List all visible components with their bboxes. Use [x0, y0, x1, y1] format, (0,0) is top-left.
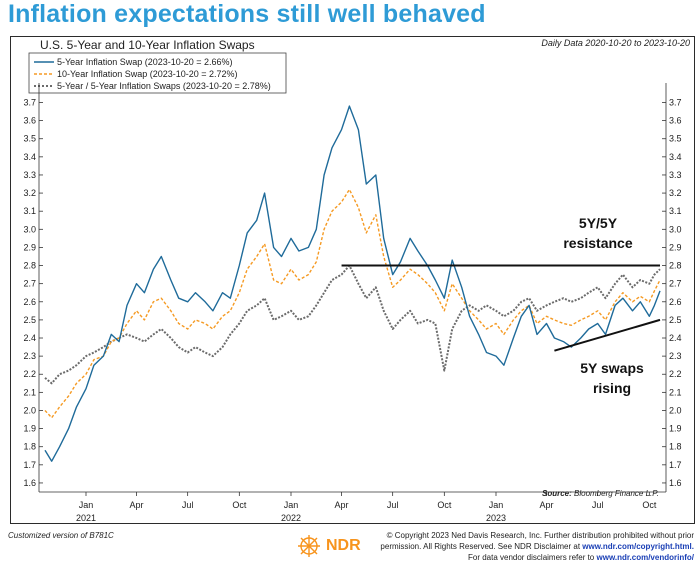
- y-tick-label: 1.7: [669, 460, 682, 470]
- y-tick-label: 2.3: [23, 351, 36, 361]
- y-tick-label: 2.7: [23, 279, 36, 289]
- annotation-resistance-line1: 5Y/5Y: [579, 215, 618, 231]
- x-tick-label: Jan: [79, 500, 94, 510]
- copyright-line-2: permission. All Rights Reserved. See NDR…: [344, 541, 694, 552]
- source-label: Source:: [542, 489, 572, 498]
- y-tick-label: 3.1: [23, 206, 36, 216]
- series-5y-line: [44, 105, 661, 462]
- copyright-link[interactable]: www.ndr.com/copyright.html.: [582, 542, 694, 551]
- y-tick-label: 2.9: [669, 242, 682, 252]
- copyright-notice: © Copyright 2023 Ned Davis Research, Inc…: [344, 530, 694, 563]
- y-tick-label: 3.7: [669, 97, 682, 107]
- y-tick-label: 1.7: [23, 460, 36, 470]
- y-tick-label: 1.6: [23, 478, 36, 488]
- y-tick-label: 2.7: [669, 279, 682, 289]
- series-layer: [44, 105, 661, 462]
- y-tick-label: 2.5: [23, 315, 36, 325]
- legend: 5-Year Inflation Swap (2023-10-20 = 2.66…: [28, 52, 287, 94]
- x-tick-label: Apr: [335, 500, 349, 510]
- y-tick-label: 3.3: [669, 170, 682, 180]
- source-text: Bloomberg Finance L.P.: [574, 489, 659, 498]
- series-5y5y-line: [44, 264, 661, 385]
- y-tick-label: 2.8: [23, 261, 36, 271]
- vendor-info-link[interactable]: www.ndr.com/vendorinfo/: [596, 553, 695, 562]
- copyright-line-1: © Copyright 2023 Ned Davis Research, Inc…: [386, 531, 694, 540]
- annotation-resistance-line2: resistance: [563, 235, 632, 251]
- y-tick-label: 3.2: [669, 188, 682, 198]
- x-tick-label: Apr: [130, 500, 144, 510]
- y-tick-label: 2.6: [669, 297, 682, 307]
- copyright-line-3-text: For data vendor disclaimers refer to: [467, 553, 595, 562]
- x-tick-label: Jul: [387, 500, 399, 510]
- y-tick-label: 1.9: [669, 424, 682, 434]
- y-tick-label: 3.6: [669, 116, 682, 126]
- x-tick-label: Oct: [642, 500, 657, 510]
- x-tick-label: Jan: [284, 500, 299, 510]
- headline: Inflation expectations still well behave…: [8, 0, 486, 28]
- x-tick-label: Jul: [182, 500, 194, 510]
- copyright-line-3: For data vendor disclaimers refer to www…: [344, 552, 694, 563]
- legend-label-10y: 10-Year Inflation Swap (2023-10-20 = 2.7…: [57, 69, 238, 79]
- y-tick-label: 3.2: [23, 188, 36, 198]
- globe-icon: [298, 535, 320, 557]
- y-tick-label: 2.0: [23, 405, 36, 415]
- x-year-label: 2022: [281, 513, 301, 523]
- chart-frame: [10, 36, 695, 524]
- customized-version-note: Customized version of B781C: [8, 531, 114, 540]
- y-tick-label: 2.4: [23, 333, 36, 343]
- y-tick-label: 3.4: [669, 152, 682, 162]
- x-axis: Jan Apr Jul Oct Jan Apr Jul Oct Jan Apr Jul Oct 2021…: [39, 491, 666, 523]
- y-tick-label: 2.0: [669, 405, 682, 415]
- y-axis-right: 1.6 1.7 1.8 1.9 2.0 2.1 2.2 2.3 2.4 2.5 2.6 2.7 2.8 2…: [662, 83, 682, 492]
- y-tick-label: 2.5: [669, 315, 682, 325]
- x-tick-label: Oct: [437, 500, 452, 510]
- ndr-logo-text: NDR: [326, 537, 361, 554]
- legend-label-5y: 5-Year Inflation Swap (2023-10-20 = 2.66…: [57, 57, 233, 67]
- y-tick-label: 3.5: [669, 134, 682, 144]
- y-tick-label: 2.2: [669, 369, 682, 379]
- y-tick-label: 2.1: [23, 387, 36, 397]
- y-tick-label: 2.2: [23, 369, 36, 379]
- chart-title: U.S. 5-Year and 10-Year Inflation Swaps: [40, 38, 255, 52]
- y-tick-label: 1.8: [669, 442, 682, 452]
- y-tick-label: 2.1: [669, 387, 682, 397]
- y-tick-label: 3.4: [23, 152, 36, 162]
- annotation-layer: [341, 264, 661, 352]
- y-tick-label: 3.1: [669, 206, 682, 216]
- ndr-logo: NDR: [296, 535, 361, 557]
- chart-subtitle: Daily Data 2020-10-20 to 2023-10-20: [541, 38, 690, 48]
- annotation-rising-line1: 5Y swaps: [580, 360, 644, 376]
- y-tick-label: 3.0: [23, 224, 36, 234]
- y-tick-label: 2.9: [23, 242, 36, 252]
- y-tick-label: 2.4: [669, 333, 682, 343]
- x-year-label: 2023: [486, 513, 506, 523]
- y-tick-label: 3.6: [23, 116, 36, 126]
- y-tick-label: 3.0: [669, 224, 682, 234]
- annotation-rising-line2: rising: [593, 380, 631, 396]
- x-tick-label: Jul: [592, 500, 604, 510]
- y-tick-label: 3.5: [23, 134, 36, 144]
- x-tick-label: Apr: [540, 500, 554, 510]
- series-10y-line: [44, 188, 661, 419]
- y-tick-label: 1.6: [669, 478, 682, 488]
- y-tick-label: 2.8: [669, 261, 682, 271]
- rising-trendline: [554, 318, 661, 352]
- y-tick-label: 3.7: [23, 97, 36, 107]
- copyright-line-2-text: permission. All Rights Reserved. See NDR…: [380, 542, 581, 551]
- y-axis-left: 1.6 1.7 1.8 1.9 2.0 2.1 2.2 2.3 2.4 2.5 2.6 2.7 2.8 2…: [23, 83, 43, 492]
- x-tick-label: Oct: [232, 500, 247, 510]
- x-year-label: 2021: [76, 513, 96, 523]
- legend-label-5y5y: 5-Year / 5-Year Inflation Swaps (2023-10…: [57, 81, 271, 91]
- legend-box: [28, 52, 287, 94]
- y-tick-label: 2.3: [669, 351, 682, 361]
- y-tick-label: 1.8: [23, 442, 36, 452]
- y-tick-label: 1.9: [23, 424, 36, 434]
- y-tick-label: 2.6: [23, 297, 36, 307]
- y-tick-label: 3.3: [23, 170, 36, 180]
- x-tick-label: Jan: [489, 500, 504, 510]
